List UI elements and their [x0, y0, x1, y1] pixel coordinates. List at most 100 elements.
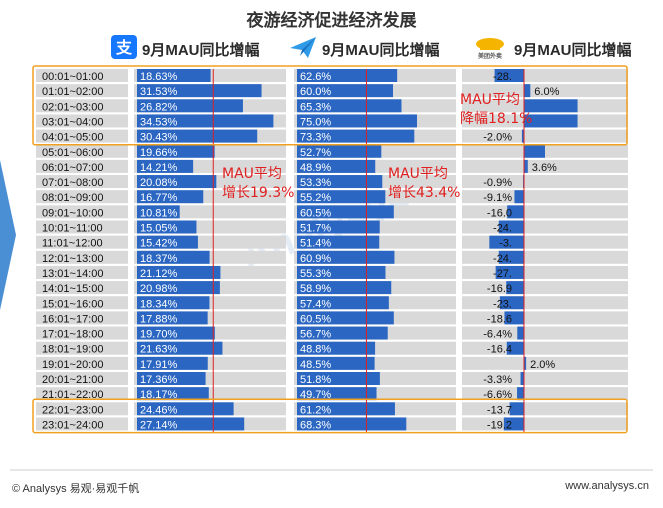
footer-url: www.analysys.cn [565, 480, 649, 492]
bar-column2 [297, 159, 376, 173]
bar-bg [462, 402, 628, 416]
column-header-label: 9月MAU同比增幅 [514, 41, 632, 59]
bar-bg [462, 220, 628, 234]
data-label: -6.4% [483, 329, 512, 341]
bar-column1 [137, 356, 208, 370]
data-label: 3.6% [532, 162, 557, 174]
time-label: 07:01~08:00 [42, 177, 103, 189]
data-label: -0.9% [483, 177, 512, 189]
data-label: 14.21% [140, 162, 178, 174]
time-cell-bg [36, 84, 128, 98]
bar-column2 [297, 356, 375, 370]
time-cell-bg [36, 99, 128, 113]
annotation-column3: MAU平均 [460, 92, 520, 108]
time-label: 19:01~20:00 [42, 359, 103, 371]
bar-column2 [297, 129, 415, 143]
time-label: 21:01~22:00 [42, 389, 103, 401]
bar-column3 [514, 190, 524, 204]
data-label: 20.98% [140, 283, 178, 295]
bar-column3 [524, 159, 528, 173]
bar-column2 [297, 144, 382, 158]
data-label: 75.0% [300, 116, 331, 128]
meituan-waimai-icon: 美团外卖 [470, 34, 510, 64]
data-label: 55.2% [300, 192, 331, 204]
data-label: 65.3% [300, 101, 331, 113]
chart-title: 夜游经济促进经济发展 [246, 11, 417, 30]
data-label: 20.08% [140, 177, 178, 189]
data-label: -9.1% [483, 192, 512, 204]
bar-bg [462, 205, 628, 219]
bar-column3 [524, 114, 578, 128]
bar-bg [462, 175, 628, 189]
time-label: 01:01~02:00 [42, 86, 103, 98]
data-label: 51.4% [300, 238, 331, 250]
data-label: -16.4 [487, 344, 512, 356]
bar-column1 [137, 220, 197, 234]
footer-copyright: © Analysys 易观·易观千帆 [12, 483, 140, 495]
data-label: 24.46% [140, 404, 178, 416]
bar-column1 [137, 281, 220, 295]
time-label: 04:01~05:00 [42, 132, 103, 144]
time-cell-bg [36, 372, 128, 385]
bar-column2 [297, 326, 388, 340]
data-label: 17.36% [140, 374, 178, 386]
bar-column2 [297, 281, 392, 295]
bar-bg [462, 296, 628, 310]
data-label: 55.3% [300, 268, 331, 280]
time-cell-bg [36, 281, 128, 295]
bar-column1 [137, 341, 223, 355]
column-header-label: 9月MAU同比增幅 [142, 41, 260, 59]
time-label: 23:01~24:00 [42, 419, 103, 431]
data-label: 15.42% [140, 238, 178, 250]
bar-column1 [137, 326, 215, 340]
bar-bg [462, 190, 628, 204]
data-label: -3.3% [483, 374, 512, 386]
data-label: 18.37% [140, 253, 178, 265]
time-cell-bg [36, 129, 128, 143]
time-cell-bg [36, 114, 128, 128]
data-label: 27.14% [140, 419, 178, 431]
data-label: -28. [493, 71, 512, 83]
bar-column3 [494, 69, 524, 82]
bar-column3 [517, 387, 524, 401]
data-label: 53.3% [300, 177, 331, 189]
bar-column3 [521, 129, 524, 143]
data-label: 18.17% [140, 389, 178, 401]
bar-column3 [509, 402, 524, 416]
bar-column3 [503, 417, 524, 431]
bar-column1 [137, 372, 206, 385]
bar-bg [462, 387, 628, 401]
bar-bg [462, 235, 628, 249]
time-cell-bg [36, 402, 128, 416]
bar-column1 [137, 190, 204, 204]
bar-column2 [297, 235, 380, 249]
data-label: -2.0% [483, 132, 512, 144]
data-label: -24. [493, 253, 512, 265]
bar-column1 [137, 129, 258, 143]
data-label: 16.77% [140, 192, 178, 204]
bar-column2 [297, 372, 380, 385]
annotation-column2: MAU平均 [388, 166, 448, 182]
bar-column1 [137, 387, 209, 401]
bar-column3 [520, 372, 524, 385]
column-header-alipay: 支 9月MAU同比增幅 [110, 35, 260, 62]
bar-column2 [297, 341, 376, 355]
bar-column2 [297, 69, 398, 82]
data-label: 58.9% [300, 283, 331, 295]
bar-column1 [137, 99, 243, 113]
time-label: 18:01~19:00 [42, 344, 103, 356]
time-label: 13:01~14:00 [42, 268, 103, 280]
bar-column3 [524, 356, 527, 370]
data-label: -18.6 [487, 313, 512, 325]
data-label: 68.3% [300, 419, 331, 431]
bar-column3 [524, 99, 578, 113]
bar-column2 [297, 190, 386, 204]
time-cell-bg [36, 175, 128, 189]
data-label: 2.0% [530, 359, 555, 371]
data-label: 61.2% [300, 404, 331, 416]
column-header-meituan: 美团外卖 9月MAU同比增幅 [470, 36, 632, 62]
highlight-frame-late-night [32, 65, 628, 146]
data-label: 26.82% [140, 101, 178, 113]
data-label: 10.81% [140, 207, 178, 219]
data-label: 57.4% [300, 298, 331, 310]
